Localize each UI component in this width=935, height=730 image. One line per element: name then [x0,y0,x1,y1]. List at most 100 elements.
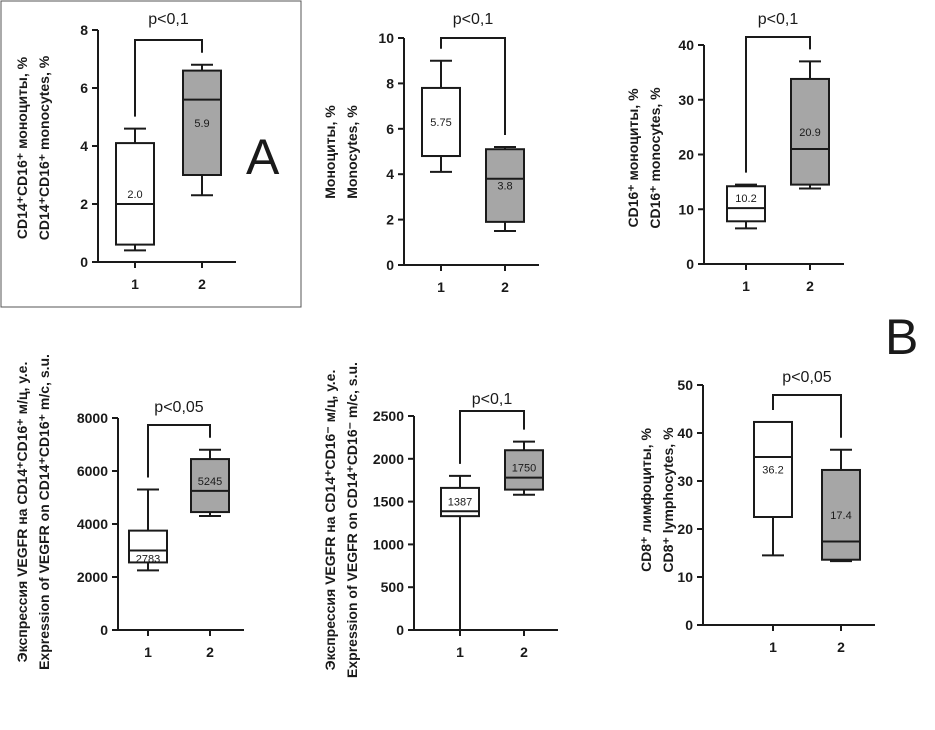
y-tick-label: 4 [80,138,88,154]
y-tick-label: 0 [685,617,693,633]
y-axis-label-ru: Моноциты, % [322,105,338,199]
y-tick-label: 8 [386,75,394,91]
box-group-2: 3.8 [485,145,525,232]
y-tick-label: 10 [378,30,394,46]
charts: 0 2 4 6 8 1 2 CD14⁺CD16⁺ моноциты, % CD14⁺CD16⁺ … [14,11,875,678]
box-value-label: 10.2 [735,193,756,205]
box [821,468,861,561]
significance-bracket: p<0,1 [459,391,525,464]
box-group-1: 2.0 [115,127,155,252]
y-tick-label: 40 [678,37,694,53]
bracket-line [772,394,842,438]
p-value-label: p<0,05 [154,399,203,416]
bracket-line [459,410,525,464]
box-group-2: 5245 [190,448,230,518]
y-tick-label: 0 [386,257,394,273]
p-value-label: p<0,05 [782,369,831,386]
box-group-1: 36.2 [753,420,793,557]
box [485,148,525,223]
y-axis-label-ru: Экспрессия VEGFR на CD14⁺CD16⁻ м/ц, у.е. [322,370,338,671]
chart-c6: 0 10 20 30 40 50 1 2 CD8⁺ лимфоциты, % CD8⁺ lymph… [638,369,875,655]
y-axis-label-ru: CD8⁺ лимфоциты, % [638,428,654,572]
box-value-label: 2783 [136,554,160,566]
box-value-label: 1750 [512,463,536,475]
panel-label-b: B [885,309,918,365]
y-axis-label-en: CD8⁺ lymphocytes, % [660,427,676,573]
box-group-1: 10.2 [726,183,766,230]
significance-bracket: p<0,1 [134,11,203,117]
significance-bracket: p<0,1 [745,11,811,173]
y-tick-label: 30 [677,473,693,489]
x-tick-label: 2 [198,276,206,292]
y-tick-label: 2 [386,212,394,228]
y-tick-label: 10 [677,569,693,585]
y-tick-label: 6 [386,121,394,137]
x-tick-label: 1 [742,278,750,294]
chart-c4: 0 2000 4000 6000 8000 1 2 Экспрессия VEGFR на C… [14,354,244,670]
chart-c1: 0 2 4 6 8 1 2 CD14⁺CD16⁺ моноциты, % CD14⁺CD16⁺ … [14,11,236,292]
box-value-label: 5245 [198,476,222,488]
box-value-label: 17.4 [830,510,851,522]
box-group-1: 2783 [128,488,168,572]
bracket-line [440,37,506,135]
box-value-label: 2.0 [127,189,142,201]
y-tick-label: 2500 [373,408,404,424]
box [190,458,230,514]
y-tick-label: 500 [381,579,405,595]
box [128,529,168,564]
y-tick-label: 4 [386,166,394,182]
panel-a-frame [0,0,302,308]
bracket-line [134,39,203,117]
box-value-label: 36.2 [762,464,783,476]
y-tick-label: 0 [100,622,108,638]
y-tick-label: 2000 [77,569,108,585]
y-tick-label: 20 [677,521,693,537]
bracket-line [147,424,211,478]
y-tick-label: 20 [678,147,694,163]
box-value-label: 3.8 [497,181,512,193]
chart-c3: 0 10 20 30 40 1 2 CD16⁺ моноциты, % CD16⁺ monocy… [625,11,844,294]
y-axis-label-ru: CD16⁺ моноциты, % [625,88,641,228]
panel-label-a: A [246,129,280,185]
x-tick-label: 2 [837,639,845,655]
box-value-label: 20.9 [799,127,820,139]
y-axis-label-ru: Экспрессия VEGFR на CD14⁺CD16⁺ м/ц, у.е. [14,362,30,663]
x-tick-label: 1 [456,644,464,660]
box [115,142,155,246]
box-value-label: 5.9 [194,118,209,130]
x-tick-label: 1 [437,279,445,295]
box-value-label: 5.75 [430,117,451,129]
box [726,185,766,223]
p-value-label: p<0,1 [453,11,494,28]
x-tick-label: 1 [144,644,152,660]
y-tick-label: 0 [80,254,88,270]
x-tick-label: 2 [501,279,509,295]
y-tick-label: 50 [677,377,693,393]
significance-bracket: p<0,05 [772,369,842,438]
p-value-label: p<0,1 [472,391,513,408]
box [790,77,830,186]
x-tick-label: 1 [769,639,777,655]
y-tick-label: 40 [677,425,693,441]
bracket-line [745,36,811,173]
box-value-label: 1387 [448,496,472,508]
box [421,86,461,158]
y-axis-label-en: Expression of VEGFR on CD14⁺CD16⁻ m/c, s… [344,362,360,678]
box-group-2: 20.9 [790,60,830,190]
significance-bracket: p<0,1 [440,11,506,135]
p-value-label: p<0,1 [148,11,189,28]
y-tick-label: 0 [686,256,694,272]
box [504,449,544,491]
y-tick-label: 1000 [373,536,404,552]
y-axis-label-en: CD14⁺CD16⁺ monocytes, % [36,55,52,240]
y-tick-label: 0 [396,622,404,638]
y-axis-label-en: CD16⁺ monocytes, % [647,87,663,229]
box-group-2: 17.4 [821,448,861,563]
significance-bracket: p<0,05 [147,399,211,478]
box-group-2: 5.9 [182,63,222,197]
x-tick-label: 2 [206,644,214,660]
x-tick-label: 2 [520,644,528,660]
